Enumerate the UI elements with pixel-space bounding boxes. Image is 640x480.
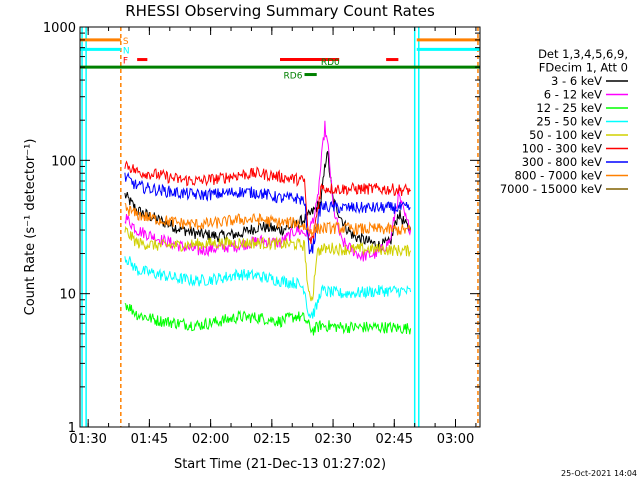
- plot-area: SNF RD0 RD6: [80, 27, 480, 427]
- y-axis-label: Count Rate (s⁻¹ detector⁻¹): [23, 139, 38, 316]
- series-line-2: [124, 302, 412, 336]
- flag-label-n: N: [123, 46, 130, 56]
- legend-label-5: 100 - 300 keV: [522, 142, 602, 156]
- x-tick-label-2: 02:00: [192, 432, 229, 447]
- legend-label-6: 300 - 800 keV: [522, 155, 602, 169]
- legend-header-1: FDecim 1, Att 0: [539, 61, 628, 75]
- timestamp: 25-Oct-2021 14:04: [561, 469, 637, 478]
- chart-title: RHESSI Observing Summary Count Rates: [125, 2, 435, 20]
- axis-ticks: 01:30 01:45 02:00 02:15 02:30 02:45 03:00 1 10 10…: [43, 21, 480, 447]
- legend-label-4: 50 - 100 keV: [529, 128, 602, 142]
- series-line-3: [124, 256, 412, 319]
- y-tick-label-3: 1000: [43, 21, 76, 36]
- legend-label-7: 800 - 7000 keV: [514, 169, 602, 183]
- series-line-7: [124, 202, 412, 237]
- x-tick-label-5: 02:45: [376, 432, 413, 447]
- legend-label-0: 3 - 6 keV: [551, 74, 602, 88]
- legend-label-3: 25 - 50 keV: [536, 115, 602, 129]
- plot-frame: [79, 26, 481, 428]
- flag-label-rd6: RD6: [284, 72, 303, 82]
- y-tick-label-2: 100: [51, 154, 76, 169]
- series-line-5: [124, 160, 412, 245]
- x-tick-label-4: 02:30: [314, 432, 351, 447]
- flag-label-s: S: [123, 37, 129, 47]
- y-tick-label-0: 1: [68, 421, 76, 436]
- legend-label-8: 7000 - 15000 keV: [500, 182, 602, 196]
- legend: Det 1,3,4,5,6,9,FDecim 1, Att 03 - 6 keV…: [500, 47, 628, 196]
- legend-header-0: Det 1,3,4,5,6,9,: [538, 47, 628, 61]
- x-tick-label-1: 01:45: [131, 432, 168, 447]
- x-tick-label-0: 01:30: [69, 432, 106, 447]
- flag-label-f: F: [123, 57, 128, 67]
- series-line-6: [124, 171, 411, 255]
- x-axis-label: Start Time (21-Dec-13 01:27:02): [174, 457, 386, 472]
- legend-label-1: 6 - 12 keV: [544, 88, 602, 102]
- x-tick-label-6: 03:00: [437, 432, 474, 447]
- y-tick-label-1: 10: [59, 288, 76, 303]
- series-line-0: [124, 151, 412, 253]
- series-line-4: [124, 225, 412, 302]
- legend-label-2: 12 - 25 keV: [536, 101, 602, 115]
- flag-label-rd0: RD0: [321, 58, 340, 68]
- x-tick-label-3: 02:15: [253, 432, 290, 447]
